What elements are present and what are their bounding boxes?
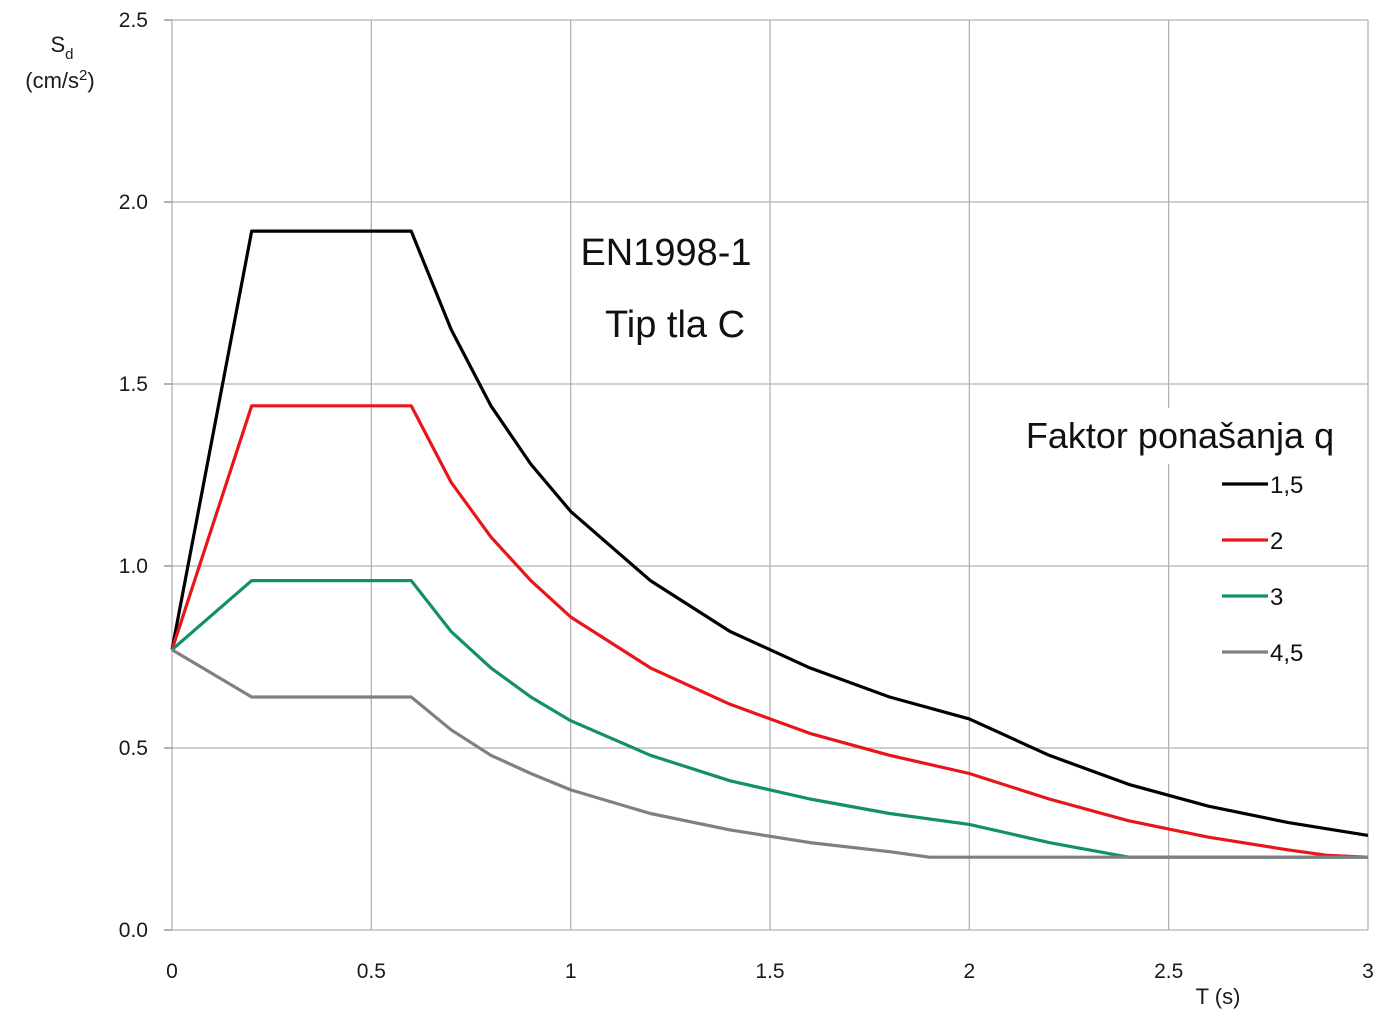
legend-label-0: 1,5 xyxy=(1270,472,1303,499)
x-tick-label: 0.5 xyxy=(357,960,386,983)
y-axis-unit-prefix: (cm/s xyxy=(25,68,79,93)
x-tick-label: 1 xyxy=(565,960,577,983)
y-tick-label: 1.0 xyxy=(119,555,148,578)
annotation-standard: EN1998-1 xyxy=(580,232,751,274)
y-axis-label: Sd (cm/s2) xyxy=(25,32,94,93)
y-tick-label: 0.0 xyxy=(119,919,148,942)
series-line-1 xyxy=(170,404,1369,859)
legend-title-background xyxy=(995,408,1367,464)
x-tick-label: 2 xyxy=(963,960,975,983)
x-tick-label: 3 xyxy=(1362,960,1374,983)
x-tick-label: 1.5 xyxy=(755,960,784,983)
x-tick-label: 2.5 xyxy=(1154,960,1183,983)
legend-label-3: 4,5 xyxy=(1270,640,1303,667)
y-axis-label-sub: d xyxy=(65,46,73,63)
annotation-soil-type: Tip tla C xyxy=(605,304,745,346)
y-axis-unit-sup: 2 xyxy=(79,67,87,84)
grid-lines xyxy=(164,19,1369,931)
svg-text:Sd: Sd xyxy=(50,32,73,63)
series-lines xyxy=(170,229,1369,859)
series-line-3 xyxy=(171,648,1368,859)
tick-labels: 0 0.5 1 1.5 2 2.5 3 0.0 0.5 1.0 1.5 2.0 2.5 xyxy=(119,9,1374,983)
legend: Faktor ponašanja q 1,5 2 3 4,5 xyxy=(995,408,1367,667)
y-tick-label: 2.5 xyxy=(119,9,148,32)
legend-label-2: 3 xyxy=(1270,584,1283,611)
y-axis-unit-suffix: ) xyxy=(87,68,94,93)
y-tick-label: 1.5 xyxy=(119,373,148,396)
legend-label-1: 2 xyxy=(1270,528,1283,555)
svg-text:(cm/s2): (cm/s2) xyxy=(25,67,94,93)
legend-title: Faktor ponašanja q xyxy=(1026,415,1334,456)
x-axis-label: T (s) xyxy=(1196,984,1241,1009)
x-tick-label: 0 xyxy=(166,960,178,983)
y-tick-label: 0.5 xyxy=(119,737,148,760)
series-line-0 xyxy=(170,229,1369,837)
y-axis-label-main: S xyxy=(50,32,65,57)
legend-items: 1,5 2 3 4,5 xyxy=(1222,472,1303,667)
y-tick-label: 2.0 xyxy=(119,191,148,214)
